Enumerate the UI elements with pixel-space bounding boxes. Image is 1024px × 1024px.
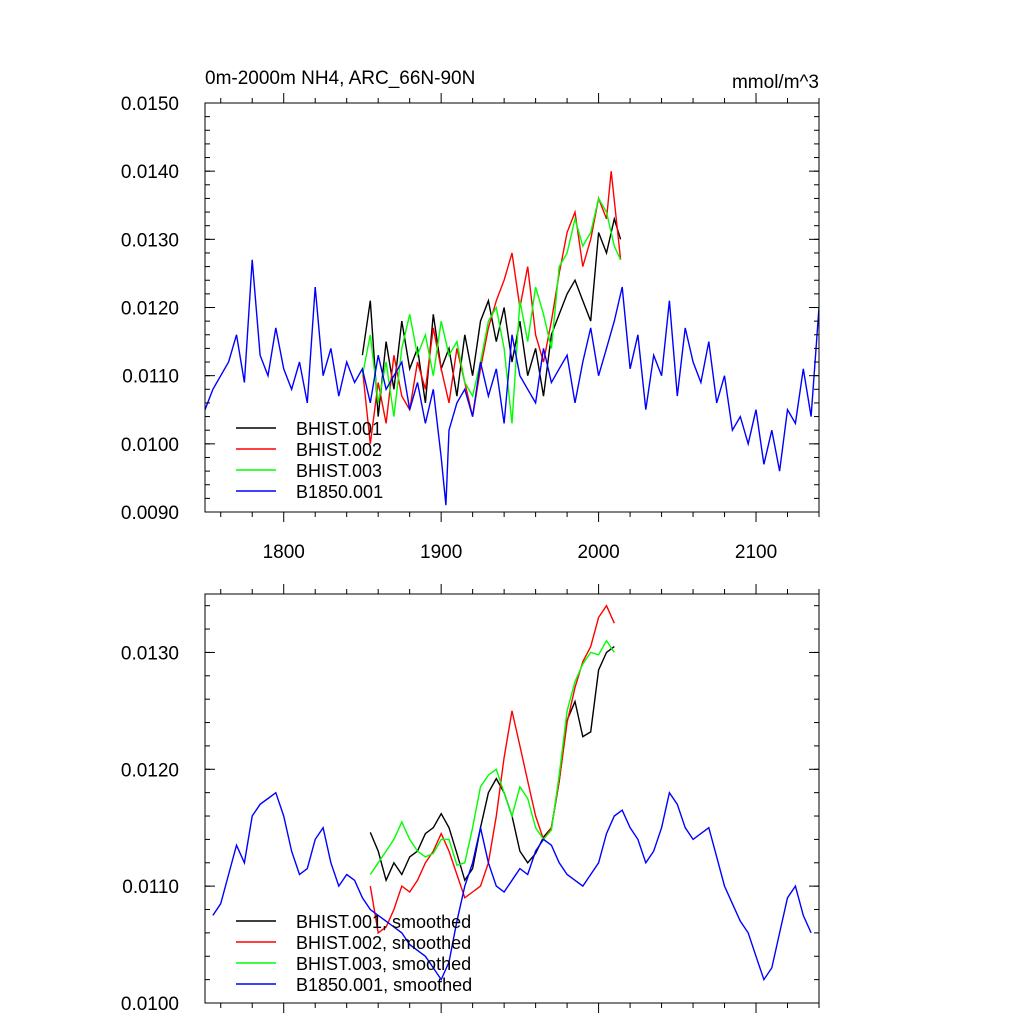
bottom-plot-frame <box>204 593 820 1004</box>
top-ytick-label: 0.0100 <box>121 435 179 456</box>
top-ytick-label: 0.0120 <box>121 299 179 320</box>
top-ytick-label: 0.0130 <box>121 230 179 251</box>
top-chart-title: 0m-2000m NH4, ARC_66N-90N <box>205 68 475 89</box>
top-series-bhist-002 <box>361 171 622 444</box>
top-legend-label: BHIST.002 <box>296 440 382 460</box>
top-legend-label: BHIST.001 <box>296 419 382 439</box>
top-xtick-label: 2100 <box>735 542 777 563</box>
top-ytick-label: 0.0140 <box>121 162 179 183</box>
top-panel: 0m-2000m NH4, ARC_66N-90N mmol/m^3 0.009… <box>121 68 820 563</box>
top-legend-label: B1850.001 <box>296 482 383 502</box>
top-xtick-label: 1800 <box>263 542 305 563</box>
top-xtick-label: 2000 <box>577 542 619 563</box>
top-ytick-label: 0.0090 <box>121 503 179 524</box>
bottom-series-bhist-002-smoothed <box>369 604 615 935</box>
bottom-series-bhist-001-smoothed <box>369 646 615 883</box>
bottom-plot-area <box>212 604 812 982</box>
top-xtick-label: 1900 <box>420 542 462 563</box>
top-series-bhist-001 <box>361 216 622 417</box>
top-ytick-label: 0.0110 <box>122 367 179 388</box>
top-legend-label: BHIST.003 <box>296 461 382 481</box>
bottom-ytick-label: 0.0100 <box>121 994 179 1015</box>
top-axis-ticks: 0.0090 0.0100 0.0110 0.0120 0.0130 0.0140 0.01… <box>121 93 820 563</box>
top-chart-units: mmol/m^3 <box>732 72 819 93</box>
bottom-legend-label: BHIST.001, smoothed <box>296 912 471 932</box>
bottom-axis-ticks: 0.0100 0.0110 0.0120 0.0130 <box>121 584 820 1015</box>
bottom-legend-label: BHIST.003, smoothed <box>296 954 471 974</box>
top-series-bhist-003 <box>361 196 622 424</box>
top-ytick-label: 0.0150 <box>121 94 179 115</box>
bottom-legend-label: BHIST.002, smoothed <box>296 933 471 953</box>
bottom-legend-label: B1850.001, smoothed <box>296 975 472 995</box>
bottom-ytick-label: 0.0120 <box>121 760 179 781</box>
top-series-b1850-001 <box>205 259 819 506</box>
bottom-panel: 0.0100 0.0110 0.0120 0.0130 BHIST.001, smoo… <box>121 584 820 1015</box>
top-plot-area <box>205 171 819 506</box>
bottom-ytick-label: 0.0110 <box>122 877 179 898</box>
bottom-series-b1850-001-smoothed <box>212 790 812 982</box>
bottom-series-bhist-003-smoothed <box>369 639 615 875</box>
bottom-ytick-label: 0.0130 <box>121 643 179 664</box>
